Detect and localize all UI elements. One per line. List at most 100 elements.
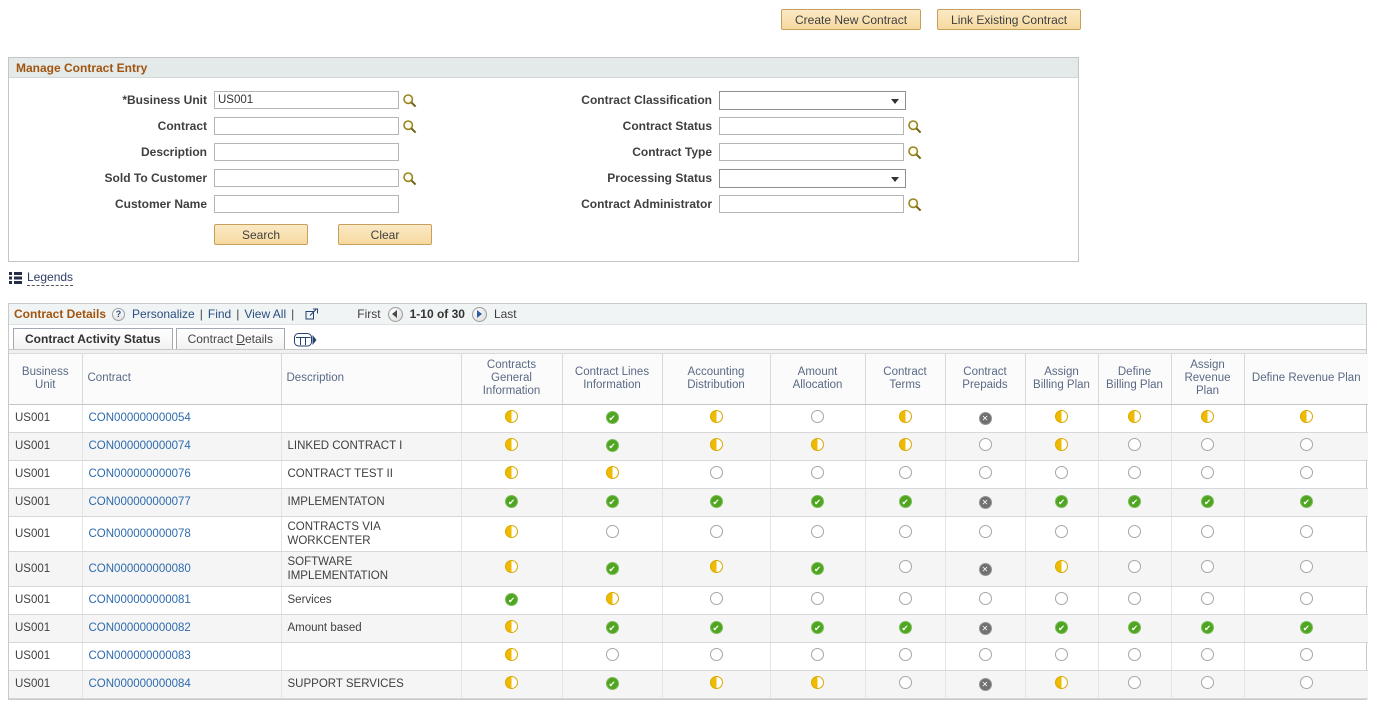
status-in-progress-icon[interactable] (1055, 560, 1068, 573)
contract-link[interactable]: CON000000000054 (88, 412, 191, 424)
pager-last[interactable]: Last (493, 307, 517, 321)
status-in-progress-icon[interactable] (1055, 675, 1068, 689)
status-not-started-icon[interactable] (898, 647, 912, 661)
status-in-progress-icon[interactable] (1299, 409, 1313, 423)
status-not-started-icon[interactable] (709, 591, 723, 605)
status-completed-icon[interactable] (709, 621, 723, 634)
status-not-started-icon[interactable] (811, 409, 824, 423)
status-not-started-icon[interactable] (978, 591, 992, 605)
view-all-link[interactable]: View All (244, 307, 287, 321)
status-not-started-icon[interactable] (898, 591, 912, 605)
status-completed-icon[interactable] (1201, 495, 1214, 508)
status-in-progress-icon[interactable] (605, 465, 619, 479)
status-not-started-icon[interactable] (1299, 465, 1313, 479)
status-completed-icon[interactable] (605, 677, 619, 690)
status-completed-icon[interactable] (505, 593, 518, 606)
status-in-progress-icon[interactable] (811, 437, 824, 451)
status-not-started-icon[interactable] (898, 560, 912, 573)
status-not-started-icon[interactable] (811, 591, 824, 605)
link-existing-contract-button[interactable]: Link Existing Contract (937, 9, 1082, 30)
status-not-started-icon[interactable] (1299, 560, 1313, 573)
status-completed-icon[interactable] (811, 621, 824, 634)
status-in-progress-icon[interactable] (505, 675, 518, 689)
status-completed-icon[interactable] (1128, 495, 1141, 508)
status-in-progress-icon[interactable] (709, 409, 723, 423)
status-completed-icon[interactable] (898, 621, 912, 634)
create-new-contract-button[interactable]: Create New Contract (781, 9, 922, 30)
contract-status-lookup-icon[interactable] (907, 119, 922, 134)
status-in-progress-icon[interactable] (505, 437, 518, 451)
business-unit-input[interactable] (214, 91, 399, 109)
status-not-started-icon[interactable] (1055, 465, 1068, 479)
contract-link[interactable]: CON000000000080 (88, 562, 191, 575)
status-not-started-icon[interactable] (1299, 525, 1313, 538)
contract-link[interactable]: CON000000000077 (88, 496, 191, 508)
status-in-progress-icon[interactable] (709, 560, 723, 573)
status-completed-icon[interactable] (898, 495, 912, 508)
contract-link[interactable]: CON000000000084 (88, 678, 191, 690)
status-not-started-icon[interactable] (811, 465, 824, 479)
status-in-progress-icon[interactable] (505, 465, 518, 479)
status-not-started-icon[interactable] (605, 647, 619, 661)
contract-link[interactable]: CON000000000081 (88, 594, 191, 606)
status-completed-icon[interactable] (605, 411, 619, 424)
status-not-started-icon[interactable] (1299, 675, 1313, 689)
status-not-started-icon[interactable] (1128, 437, 1141, 451)
pager-first[interactable]: First (357, 307, 381, 321)
contract-link[interactable]: CON000000000083 (88, 650, 191, 662)
status-completed-icon[interactable] (605, 621, 619, 634)
status-completed-icon[interactable] (605, 439, 619, 452)
status-completed-icon[interactable] (605, 495, 619, 508)
contract-lookup-icon[interactable] (402, 119, 417, 134)
status-in-progress-icon[interactable] (709, 675, 723, 689)
business-unit-lookup-icon[interactable] (402, 93, 417, 108)
processing-status-select[interactable] (719, 168, 906, 188)
status-in-progress-icon[interactable] (898, 437, 912, 451)
contract-link[interactable]: CON000000000078 (88, 527, 191, 540)
pager-previous-icon[interactable] (387, 306, 403, 322)
status-in-progress-icon[interactable] (505, 525, 518, 538)
status-not-started-icon[interactable] (978, 465, 992, 479)
status-in-progress-icon[interactable] (505, 409, 518, 423)
zoom-grid-popup-icon[interactable] (305, 308, 319, 320)
tab-contract-activity-status[interactable]: Contract Activity Status (13, 328, 173, 349)
legends-link[interactable]: Legends (9, 270, 74, 286)
status-not-started-icon[interactable] (978, 647, 992, 661)
status-not-started-icon[interactable] (1201, 465, 1214, 479)
status-completed-icon[interactable] (1055, 495, 1068, 508)
status-not-started-icon[interactable] (1128, 465, 1141, 479)
status-not-started-icon[interactable] (1128, 675, 1141, 689)
status-not-available-icon[interactable] (978, 496, 992, 509)
show-all-columns-icon[interactable] (293, 333, 317, 347)
personalize-link[interactable]: Personalize (132, 307, 195, 321)
status-not-started-icon[interactable] (811, 525, 824, 538)
status-in-progress-icon[interactable] (505, 619, 518, 633)
status-in-progress-icon[interactable] (505, 647, 518, 661)
status-in-progress-icon[interactable] (505, 560, 518, 573)
sold-to-customer-lookup-icon[interactable] (402, 171, 417, 186)
status-not-started-icon[interactable] (978, 525, 992, 538)
status-not-started-icon[interactable] (1299, 591, 1313, 605)
status-not-started-icon[interactable] (1201, 675, 1214, 689)
description-input[interactable] (214, 143, 399, 161)
contract-administrator-lookup-icon[interactable] (907, 197, 922, 212)
status-not-started-icon[interactable] (898, 465, 912, 479)
contract-link[interactable]: CON000000000074 (88, 440, 191, 452)
contract-classification-select[interactable] (719, 90, 906, 110)
clear-button[interactable]: Clear (338, 224, 432, 245)
status-not-started-icon[interactable] (1201, 647, 1214, 661)
status-completed-icon[interactable] (505, 495, 518, 508)
status-in-progress-icon[interactable] (811, 675, 824, 689)
status-not-started-icon[interactable] (1055, 525, 1068, 538)
status-in-progress-icon[interactable] (1128, 409, 1141, 423)
status-not-available-icon[interactable] (978, 622, 992, 635)
customer-name-input[interactable] (214, 195, 399, 213)
status-in-progress-icon[interactable] (605, 591, 619, 605)
contract-status-input[interactable] (719, 117, 904, 135)
status-not-available-icon[interactable] (978, 678, 992, 691)
status-not-available-icon[interactable] (978, 562, 992, 576)
status-not-started-icon[interactable] (1128, 560, 1141, 573)
status-not-started-icon[interactable] (1128, 591, 1141, 605)
status-completed-icon[interactable] (1299, 495, 1313, 508)
status-not-started-icon[interactable] (709, 525, 723, 538)
